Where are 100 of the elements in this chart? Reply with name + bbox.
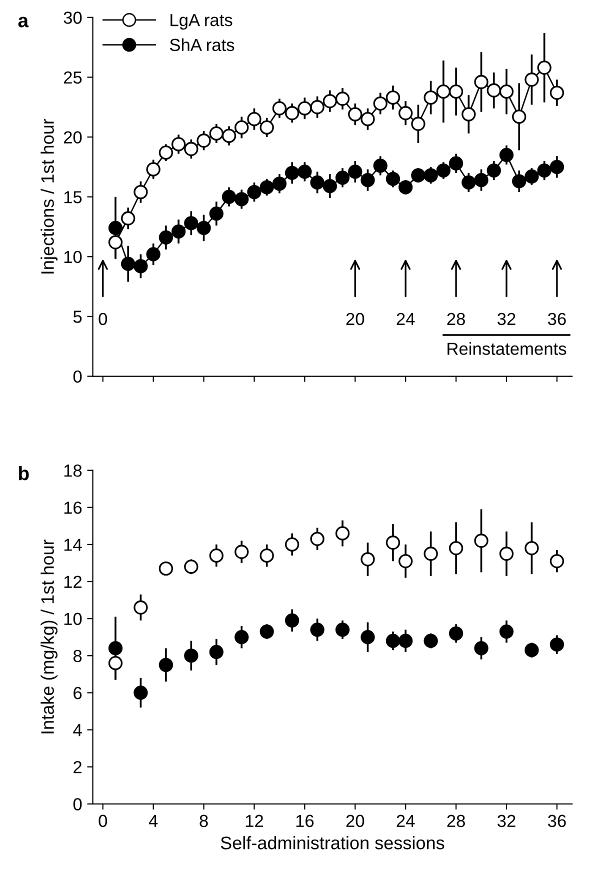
point [272, 176, 287, 191]
point [386, 172, 400, 186]
point [398, 554, 413, 568]
point [184, 142, 198, 156]
point [411, 168, 426, 182]
point [386, 536, 400, 550]
point [310, 175, 324, 190]
x-tick-label: 24 [396, 312, 415, 325]
point [134, 259, 148, 274]
y-tick-label: 0 [73, 370, 82, 383]
point [462, 107, 476, 122]
x-tick-label: 24 [396, 814, 415, 827]
point [260, 624, 274, 639]
point [184, 560, 198, 574]
x-tick-label: 12 [246, 814, 264, 827]
point [298, 101, 312, 116]
point [386, 634, 400, 648]
point [171, 224, 186, 239]
point [108, 641, 123, 656]
point [158, 146, 174, 160]
point [184, 648, 198, 663]
text: a [18, 16, 29, 28]
point [550, 86, 564, 100]
point [108, 235, 123, 250]
point [284, 106, 300, 120]
point [386, 90, 400, 105]
point [550, 554, 564, 568]
point [146, 162, 160, 176]
y-tick-label: 30 [64, 12, 82, 24]
point [335, 170, 350, 185]
point [436, 84, 451, 99]
point [335, 526, 350, 540]
point [550, 160, 564, 174]
y-tick-label: 4 [73, 724, 82, 736]
point [448, 626, 464, 641]
x-tick-label: 0 [98, 814, 108, 828]
point [373, 158, 388, 173]
point [499, 624, 514, 639]
point [360, 552, 375, 566]
legend-label: ShA rats [170, 38, 234, 52]
point [474, 173, 488, 188]
point [284, 613, 300, 628]
point [486, 163, 501, 178]
point [424, 90, 438, 105]
point [335, 622, 350, 637]
point [234, 630, 249, 644]
x-tick-label: 4 [148, 814, 158, 827]
y-axis-title: Injections / 1st hour [40, 118, 58, 274]
point [134, 184, 148, 200]
x-tick-label: 20 [346, 312, 364, 326]
point [272, 101, 287, 116]
y-tick-label: 0 [73, 798, 82, 810]
text: b [19, 466, 29, 480]
point [537, 163, 552, 178]
point [462, 175, 476, 190]
legend-label: LgA rats [170, 14, 232, 30]
y-tick-label: 14 [64, 538, 82, 551]
point [247, 112, 262, 126]
point [448, 84, 464, 99]
point [209, 548, 224, 563]
point [398, 106, 413, 120]
x-tick-label: 32 [498, 312, 516, 326]
point [196, 134, 211, 148]
point [171, 137, 186, 152]
point [499, 546, 514, 561]
point [134, 686, 148, 700]
point [512, 174, 526, 188]
point [486, 83, 501, 98]
y-tick-label: 18 [64, 464, 82, 477]
point [184, 216, 198, 230]
point [134, 600, 148, 615]
point [158, 561, 174, 576]
point [474, 74, 488, 90]
point [158, 230, 174, 245]
y-tick-label: 5 [73, 310, 82, 323]
annotation: Reinstatements [448, 342, 566, 355]
point [373, 96, 388, 111]
point [335, 92, 350, 106]
point [284, 537, 300, 552]
point [360, 112, 375, 126]
y-tick-label: 10 [64, 250, 82, 264]
y-tick-label: 10 [64, 612, 82, 626]
x-tick-label: 20 [346, 814, 364, 828]
x-axis-title: Self-administration sessions [220, 836, 444, 850]
point [424, 168, 438, 182]
point [298, 164, 312, 179]
point [512, 110, 526, 124]
point [146, 247, 160, 262]
point [322, 178, 337, 194]
x-tick-label: 36 [548, 312, 566, 326]
point [209, 206, 224, 221]
point [310, 532, 324, 546]
point [537, 60, 552, 75]
y-axis-title: Intake (mg/kg) / 1st hour [40, 540, 58, 734]
point [424, 634, 438, 648]
point [284, 166, 300, 180]
point [108, 656, 123, 670]
point [348, 164, 362, 179]
point [499, 84, 514, 99]
point [322, 94, 337, 108]
